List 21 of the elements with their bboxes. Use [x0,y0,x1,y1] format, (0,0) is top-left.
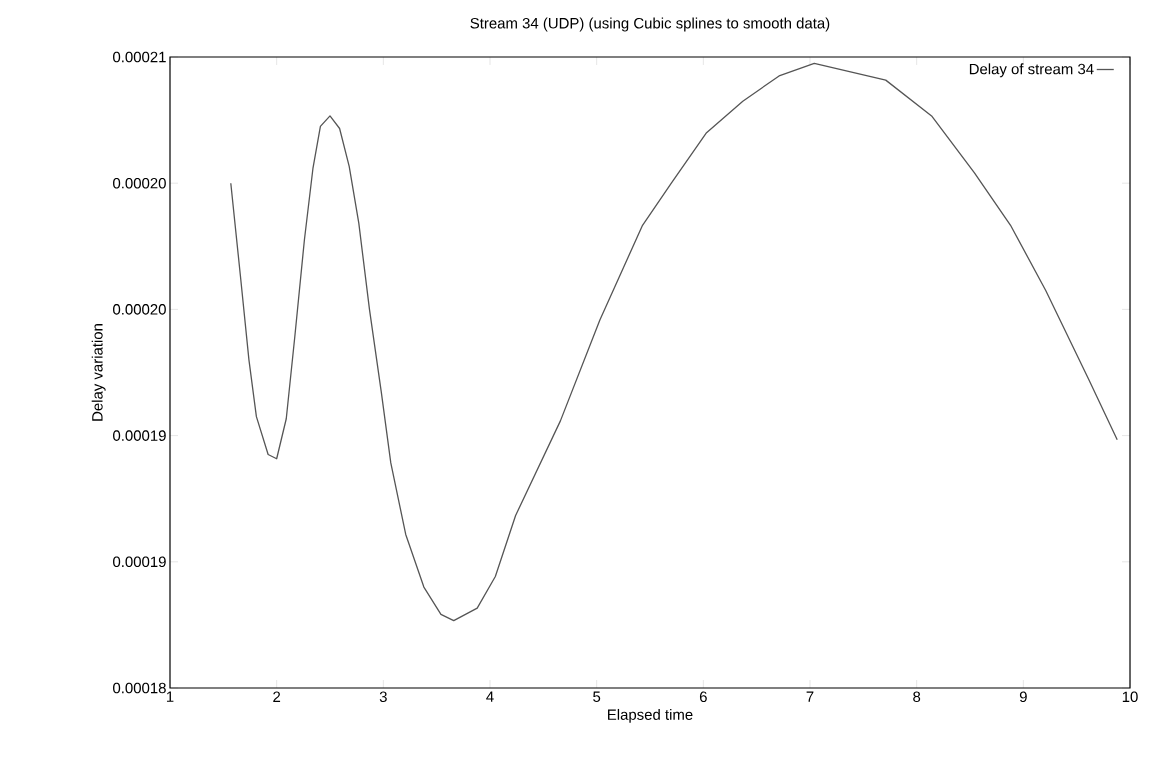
x-tick-label: 5 [593,691,601,702]
y-tick-label: 0.00019 [113,556,166,568]
x-tick-label: 1 [166,691,174,702]
x-tick-label: 7 [806,691,814,702]
x-tick-label: 4 [486,691,494,702]
x-tick-label: 3 [379,691,387,703]
legend-label: Delay of stream 34 [969,63,1094,78]
y-tick-label: 0.00021 [113,51,166,63]
y-tick-label: 0.00019 [113,430,166,441]
x-axis-title: Elapsed time [608,708,693,723]
y-tick-label: 0.00020 [113,304,166,315]
x-tick-label: 10 [1122,691,1138,703]
y-tick-label: 0.00018 [113,682,166,694]
x-tick-label: 6 [699,691,707,703]
x-tick-label: 2 [273,691,281,702]
y-axis-title: Delay variation [91,324,106,421]
chart-title: Stream 34 (UDP) (using Cubic splines to smooth data) [470,17,830,32]
y-tick-label: 0.00020 [113,177,166,189]
x-tick-label: 8 [913,691,921,703]
line-series [230,62,1118,622]
x-tick-label: 9 [1019,691,1027,703]
